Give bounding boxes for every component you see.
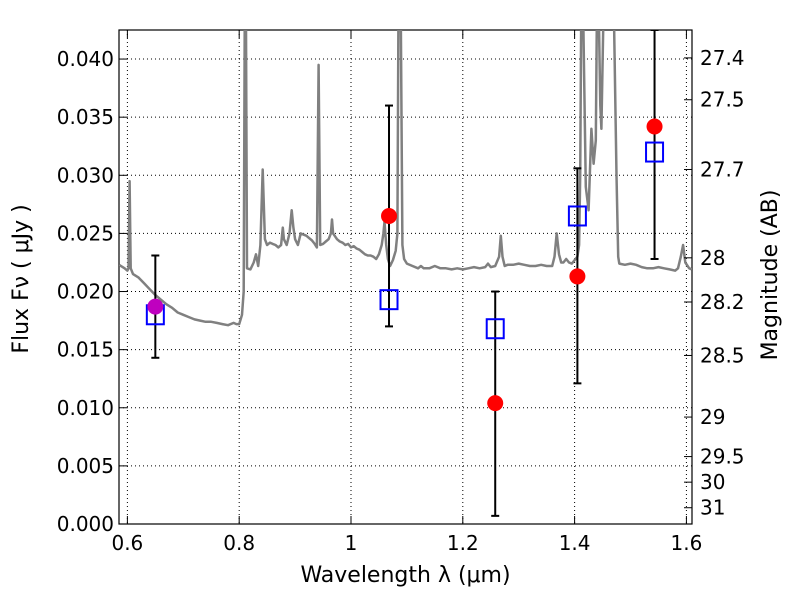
right-axis-label: Magnitude (AB) [758, 190, 783, 361]
y-tick-label: 0.000 [57, 512, 114, 536]
x-tick-label: 1 [345, 531, 358, 555]
observed-flux-point [147, 298, 164, 315]
plot-area [119, 30, 692, 517]
x-tick-label: 1.2 [447, 531, 479, 555]
x-tick-label: 0.8 [223, 531, 255, 555]
magnitude-tick-label: 28.5 [700, 343, 745, 367]
y-tick-label: 0.005 [57, 454, 114, 478]
magnitude-tick-label: 27.5 [700, 88, 745, 112]
axes-frame-rect [118, 29, 693, 525]
magnitude-tick-label: 27.7 [700, 157, 745, 181]
magnitude-tick-label: 29.5 [700, 445, 745, 469]
y-tick-label: 0.030 [57, 163, 114, 187]
magnitude-tick-label: 29 [700, 405, 725, 429]
y-tick-label: 0.015 [57, 338, 114, 362]
y-tick-label: 0.025 [57, 221, 114, 245]
y-tick-label: 0.020 [57, 280, 114, 304]
axes-frame [118, 29, 693, 525]
y-axis-label: Flux Fν ( μJy ) [9, 204, 34, 353]
model-photometry-square [379, 289, 399, 311]
magnitude-tick-label: 28.2 [700, 290, 745, 314]
model-spectrum-line [119, 30, 692, 327]
magnitude-tick-label: 30 [700, 470, 725, 494]
magnitude-tick-label: 27.4 [700, 46, 745, 70]
x-tick-label: 1.4 [559, 531, 591, 555]
magnitude-tick-label: 31 [700, 496, 725, 520]
observed-flux-point [569, 268, 586, 285]
grid [119, 30, 692, 525]
magnitude-tick-label: 28 [700, 246, 725, 270]
model-photometry-square [567, 205, 587, 227]
observed-flux-point [487, 395, 504, 412]
model-photometry-square [645, 141, 665, 163]
observed-flux-point [646, 118, 663, 135]
x-tick-label: 0.6 [111, 531, 143, 555]
y-tick-label: 0.010 [57, 396, 114, 420]
x-axis-label: Wavelength λ (μm) [300, 563, 510, 588]
model-photometry-square [485, 318, 505, 340]
observed-flux-point [381, 207, 398, 224]
x-tick-label: 1.6 [671, 531, 703, 555]
ticks: 0.6 0.8 1 1.2 1.4 1.6 0.000 0.005 0.010 0.015 0.02… [57, 30, 745, 555]
y-tick-label: 0.040 [57, 47, 114, 71]
y-tick-label: 0.035 [57, 105, 114, 129]
